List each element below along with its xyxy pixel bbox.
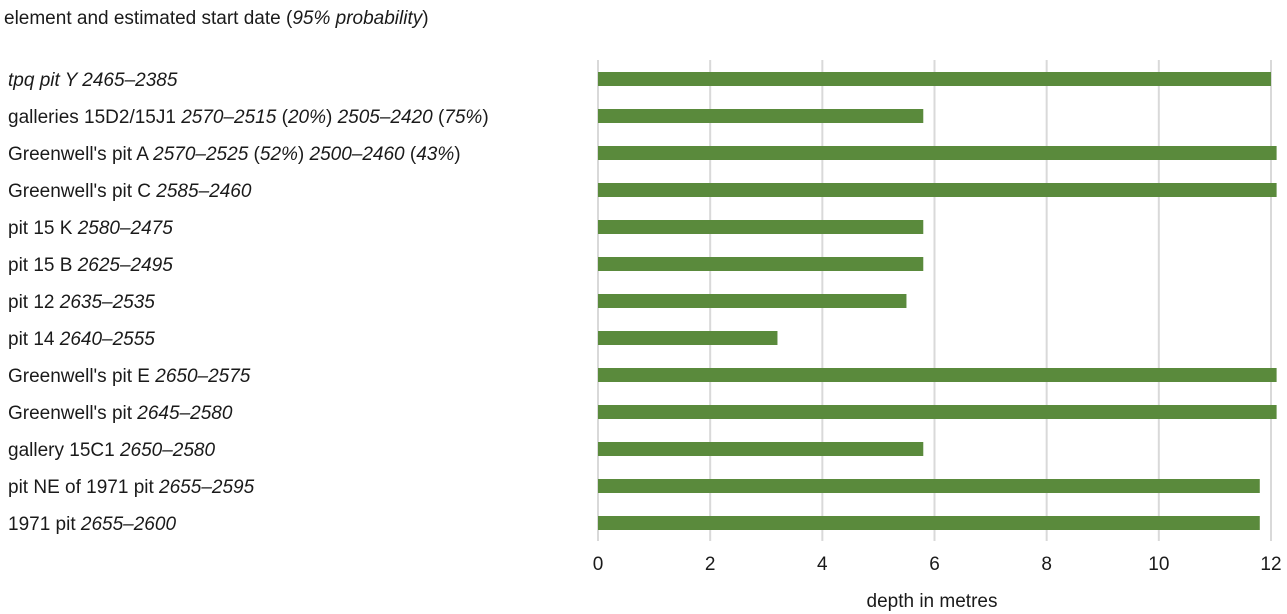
x-tick-label: 10 xyxy=(1148,554,1169,575)
bar xyxy=(598,479,1260,493)
category-label: pit NE of 1971 pit 2655–2595 xyxy=(8,477,255,498)
bar xyxy=(598,405,1277,419)
category-label: tpq pit Y 2465–2385 xyxy=(8,70,178,91)
category-labels: tpq pit Y 2465–2385 galleries 15D2/15J1 2… xyxy=(8,70,489,535)
category-label: Greenwell's pit 2645–2580 xyxy=(8,403,233,424)
bar xyxy=(598,109,924,123)
x-tick-labels: 0 2 4 6 8 10 12 xyxy=(593,554,1282,575)
bar xyxy=(598,294,907,308)
x-tick-label: 6 xyxy=(929,554,940,575)
x-tick-label: 0 xyxy=(593,554,604,575)
category-label: pit 12 2635–2535 xyxy=(8,292,155,313)
bar xyxy=(598,146,1277,160)
category-label: 1971 pit 2655–2600 xyxy=(8,514,176,535)
x-axis-label: depth in metres xyxy=(867,591,998,612)
category-label: Greenwell's pit A 2570–2525 (52%) 2500–2… xyxy=(8,144,461,165)
bar xyxy=(598,368,1277,382)
bar xyxy=(598,220,924,234)
category-label: galleries 15D2/15J1 2570–2515 (20%) 2505… xyxy=(8,107,489,128)
bar xyxy=(598,442,924,456)
x-tick-label: 2 xyxy=(705,554,716,575)
category-label: pit 14 2640–2555 xyxy=(8,329,155,350)
category-label: pit 15 B 2625–2495 xyxy=(8,255,173,276)
chart-title: element and estimated start date (95% pr… xyxy=(4,8,429,29)
bar xyxy=(598,183,1277,197)
bar xyxy=(598,72,1271,86)
category-label: Greenwell's pit E 2650–2575 xyxy=(8,366,251,387)
x-tick-label: 12 xyxy=(1260,554,1281,575)
x-tick-label: 8 xyxy=(1041,554,1052,575)
category-label: gallery 15C1 2650–2580 xyxy=(8,440,215,461)
bar xyxy=(598,257,924,271)
bars xyxy=(598,72,1277,530)
category-label: Greenwell's pit C 2585–2460 xyxy=(8,181,252,202)
bar xyxy=(598,516,1260,530)
category-label: pit 15 K 2580–2475 xyxy=(8,218,173,239)
bar xyxy=(598,331,778,345)
x-tick-label: 4 xyxy=(817,554,828,575)
